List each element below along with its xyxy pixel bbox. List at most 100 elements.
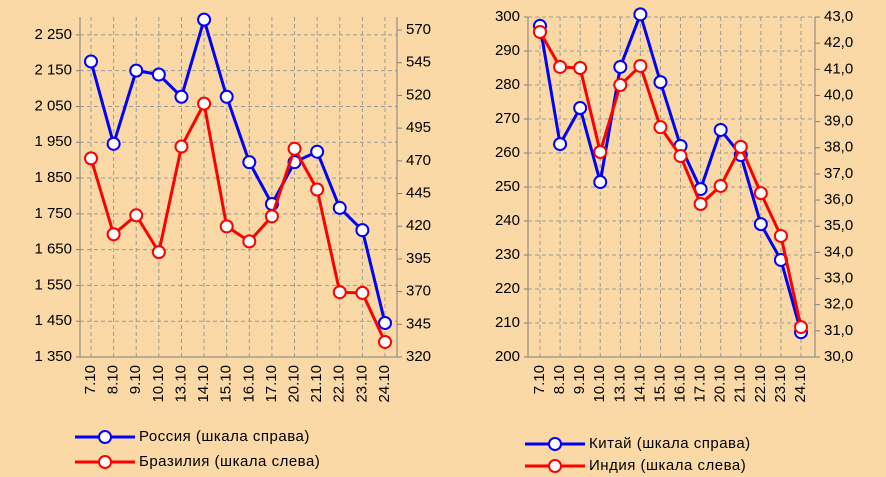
y-tick-label: 1 550 — [34, 276, 72, 293]
y-tick-label: 1 650 — [34, 241, 72, 258]
data-point — [310, 182, 325, 197]
y-tick-label: 260 — [495, 144, 520, 161]
data-point — [129, 208, 144, 223]
y2-tick-label: 40,0 — [824, 86, 853, 103]
series-line — [89, 102, 387, 343]
y2-tick-label: 42,0 — [824, 34, 853, 51]
chart-panel: 1 350 1 450 1 550 1 650 1 750 1 850 1 950 2 050… — [34, 12, 431, 470]
x-tick-label: 16.10 — [672, 365, 689, 403]
y-tick-label: 1 950 — [34, 133, 72, 150]
y2-tick-label: 30,0 — [824, 348, 853, 365]
y2-tick-label: 36,0 — [824, 191, 853, 208]
data-point — [673, 149, 688, 164]
data-point — [106, 227, 121, 242]
data-point — [174, 89, 189, 104]
x-tick-label: 14.10 — [195, 365, 212, 403]
legend-marker — [98, 455, 112, 469]
x-tick-label: 9.10 — [571, 365, 588, 394]
y-tick-label: 1 450 — [34, 312, 72, 329]
x-tick-label: 24.10 — [376, 365, 393, 403]
x-tick-label: 15.10 — [218, 365, 235, 403]
data-point — [242, 234, 257, 249]
data-point — [151, 245, 166, 260]
y2-tick-label: 395 — [406, 250, 431, 267]
y-tick-label: 2 250 — [34, 26, 72, 43]
legend-marker — [548, 437, 562, 451]
x-tick-label: 22.10 — [752, 365, 769, 403]
y2-tick-label: 39,0 — [824, 113, 853, 130]
data-point — [613, 78, 628, 92]
y-tick-label: 300 — [495, 8, 520, 25]
y2-tick-label: 32,0 — [824, 296, 853, 313]
data-point — [378, 316, 392, 330]
legend-marker — [98, 430, 112, 444]
y-tick-label: 200 — [495, 348, 520, 365]
data-point — [553, 137, 568, 152]
x-tick-label: 15.10 — [651, 365, 668, 403]
y2-tick-label: 43,0 — [824, 8, 853, 25]
data-point — [753, 217, 768, 232]
data-point — [310, 144, 325, 159]
y-tick-label: 210 — [495, 314, 520, 331]
data-point — [653, 120, 668, 135]
y2-tick-label: 35,0 — [824, 217, 853, 234]
x-tick-label: 7.10 — [82, 365, 99, 394]
data-point — [533, 24, 547, 39]
data-point — [355, 223, 370, 238]
data-point — [151, 67, 166, 82]
y-tick-label: 2 050 — [34, 97, 72, 114]
data-point — [693, 197, 708, 211]
y2-tick-label: 445 — [406, 185, 431, 202]
y2-tick-label: 420 — [406, 217, 431, 234]
y2-tick-label: 570 — [406, 21, 431, 38]
data-point — [197, 96, 212, 111]
data-point — [653, 75, 668, 90]
data-point — [84, 54, 98, 69]
x-tick-label: 20.10 — [712, 365, 729, 403]
x-tick-label: 17.10 — [263, 365, 280, 403]
x-tick-label: 16.10 — [240, 365, 257, 403]
y2-tick-label: 41,0 — [824, 60, 853, 77]
x-tick-label: 13.10 — [172, 365, 189, 403]
data-point — [713, 178, 728, 193]
y2-tick-label: 370 — [406, 283, 431, 300]
x-tick-label: 23.10 — [772, 365, 789, 403]
y2-tick-label: 520 — [406, 86, 431, 103]
y-tick-label: 230 — [495, 246, 520, 263]
y2-tick-label: 545 — [406, 54, 431, 71]
data-point — [129, 63, 144, 78]
data-point — [242, 155, 257, 170]
data-point — [378, 334, 392, 349]
y-tick-label: 1 750 — [34, 205, 72, 222]
y2-tick-label: 34,0 — [824, 243, 853, 260]
data-point — [553, 59, 568, 74]
x-tick-label: 8.10 — [551, 365, 568, 394]
y-tick-label: 2 150 — [34, 62, 72, 79]
data-point — [106, 136, 121, 151]
series-line — [538, 12, 803, 333]
x-tick-label: 21.10 — [308, 365, 325, 403]
data-point — [332, 285, 347, 300]
x-tick-label: 10.10 — [591, 365, 608, 403]
data-point — [197, 12, 212, 27]
data-point — [773, 228, 788, 243]
data-point — [593, 175, 608, 190]
y2-tick-label: 345 — [406, 315, 431, 332]
data-point — [219, 89, 234, 104]
y-tick-label: 1 850 — [34, 169, 72, 186]
data-point — [593, 144, 608, 159]
data-point — [287, 141, 302, 156]
x-tick-label: 17.10 — [692, 365, 709, 403]
data-point — [264, 209, 279, 224]
legend-label: Бразилия (шкала слева) — [139, 453, 320, 470]
data-point — [733, 139, 748, 154]
y-tick-label: 290 — [495, 42, 520, 59]
legend-label: Китай (шкала справа) — [589, 435, 751, 452]
y2-tick-label: 37,0 — [824, 165, 853, 182]
data-point — [174, 139, 189, 154]
data-point — [332, 200, 347, 215]
y-tick-label: 220 — [495, 280, 520, 297]
data-point — [84, 151, 98, 166]
x-tick-label: 24.10 — [792, 365, 809, 403]
